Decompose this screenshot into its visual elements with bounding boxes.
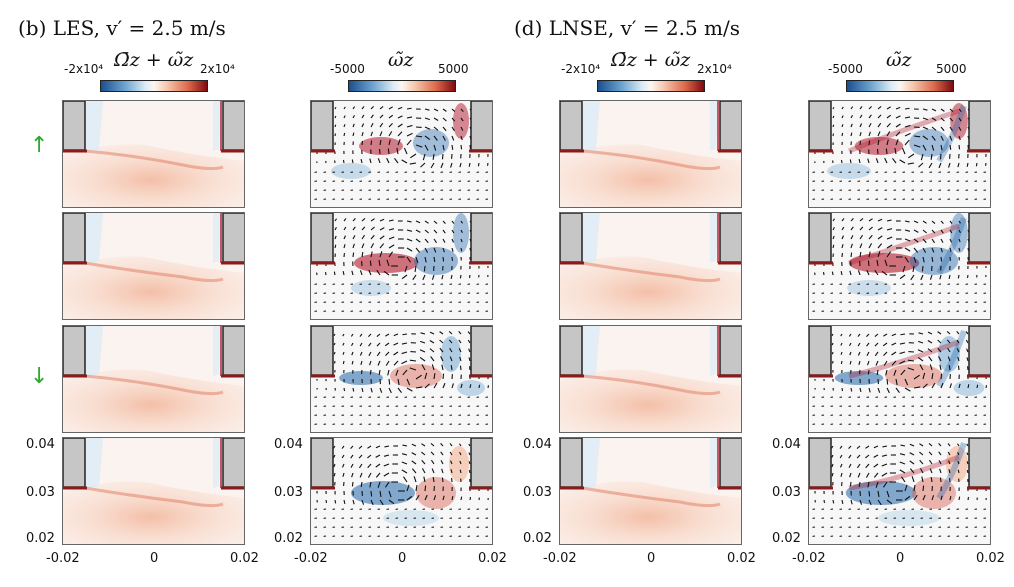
y-tick-label: 0.03 [274, 485, 303, 500]
vorticity-total-field [63, 101, 244, 207]
y-tick-label: 0.02 [523, 531, 552, 546]
colorbar [597, 80, 705, 92]
y-tick-label: 0.04 [523, 437, 552, 452]
vorticity-fluctuation-field [311, 326, 492, 432]
group-title-les: (b) LES, v′ = 2.5 m/s [18, 16, 226, 40]
panel-r2-c1 [310, 325, 493, 433]
colorbar-max-label: 5000 [438, 62, 469, 76]
panel-r1-c1 [310, 212, 493, 320]
vorticity-fluctuation-field [809, 438, 990, 544]
panel-r3-c1 [310, 437, 493, 545]
colorbar [100, 80, 208, 92]
vorticity-fluctuation-field [311, 213, 492, 319]
colorbar-min-label: -5000 [828, 62, 863, 76]
y-tick-label: 0.04 [26, 437, 55, 452]
vorticity-fluctuation-field [311, 101, 492, 207]
x-tick-label: -0.02 [792, 551, 826, 566]
colorbar [846, 80, 954, 92]
vorticity-total-field [560, 326, 741, 432]
down-arrow-icon: ↓ [30, 364, 49, 389]
x-tick-label: -0.02 [46, 551, 80, 566]
vorticity-total-field [560, 213, 741, 319]
colorbar-variable-label: ω̃z [388, 49, 414, 71]
colorbar-max-label: 2x10⁴ [697, 62, 732, 76]
colorbar-min-label: -2x10⁴ [561, 62, 601, 76]
panel-r0-c3 [808, 100, 991, 208]
y-tick-label: 0.04 [274, 437, 303, 452]
colorbar-variable-label: ω̃z [886, 49, 912, 71]
x-tick-label: 0.02 [230, 551, 259, 566]
x-tick-label: -0.02 [294, 551, 328, 566]
x-tick-label: 0 [150, 551, 159, 566]
x-tick-label: 0 [896, 551, 905, 566]
panel-r1-c0 [62, 212, 245, 320]
y-tick-label: 0.03 [523, 485, 552, 500]
colorbar-min-label: -5000 [330, 62, 365, 76]
y-tick-label: 0.03 [26, 485, 55, 500]
panel-r1-c2 [559, 212, 742, 320]
panel-r2-c0 [62, 325, 245, 433]
colorbar-variable-label: Ω̄z + ω̃z [114, 49, 194, 71]
panel-r1-c3 [808, 212, 991, 320]
y-tick-label: 0.03 [772, 485, 801, 500]
group-title-lnse: (d) LNSE, v′ = 2.5 m/s [514, 16, 741, 40]
panel-r0-c0 [62, 100, 245, 208]
vorticity-fluctuation-field [311, 438, 492, 544]
up-arrow-icon: ↑ [30, 133, 49, 158]
vorticity-fluctuation-field [809, 213, 990, 319]
colorbar-variable-label: Ω̄z + ω̃z [611, 49, 691, 71]
x-tick-label: 0.02 [976, 551, 1005, 566]
vorticity-total-field [63, 326, 244, 432]
panel-r3-c0 [62, 437, 245, 545]
colorbar-max-label: 2x10⁴ [200, 62, 235, 76]
panel-r3-c3 [808, 437, 991, 545]
panel-r2-c3 [808, 325, 991, 433]
vorticity-fluctuation-field [809, 326, 990, 432]
y-tick-label: 0.04 [772, 437, 801, 452]
vorticity-total-field [560, 438, 741, 544]
panel-r3-c2 [559, 437, 742, 545]
x-tick-label: 0.02 [727, 551, 756, 566]
colorbar-min-label: -2x10⁴ [64, 62, 104, 76]
y-tick-label: 0.02 [274, 531, 303, 546]
x-tick-label: 0 [647, 551, 656, 566]
y-tick-label: 0.02 [772, 531, 801, 546]
vorticity-total-field [560, 101, 741, 207]
panel-r0-c2 [559, 100, 742, 208]
y-tick-label: 0.02 [26, 531, 55, 546]
vorticity-total-field [63, 438, 244, 544]
vorticity-fluctuation-field [809, 101, 990, 207]
x-tick-label: 0.02 [478, 551, 507, 566]
colorbar [348, 80, 456, 92]
panel-r0-c1 [310, 100, 493, 208]
x-tick-label: -0.02 [543, 551, 577, 566]
vorticity-total-field [63, 213, 244, 319]
colorbar-max-label: 5000 [936, 62, 967, 76]
x-tick-label: 0 [398, 551, 407, 566]
panel-r2-c2 [559, 325, 742, 433]
